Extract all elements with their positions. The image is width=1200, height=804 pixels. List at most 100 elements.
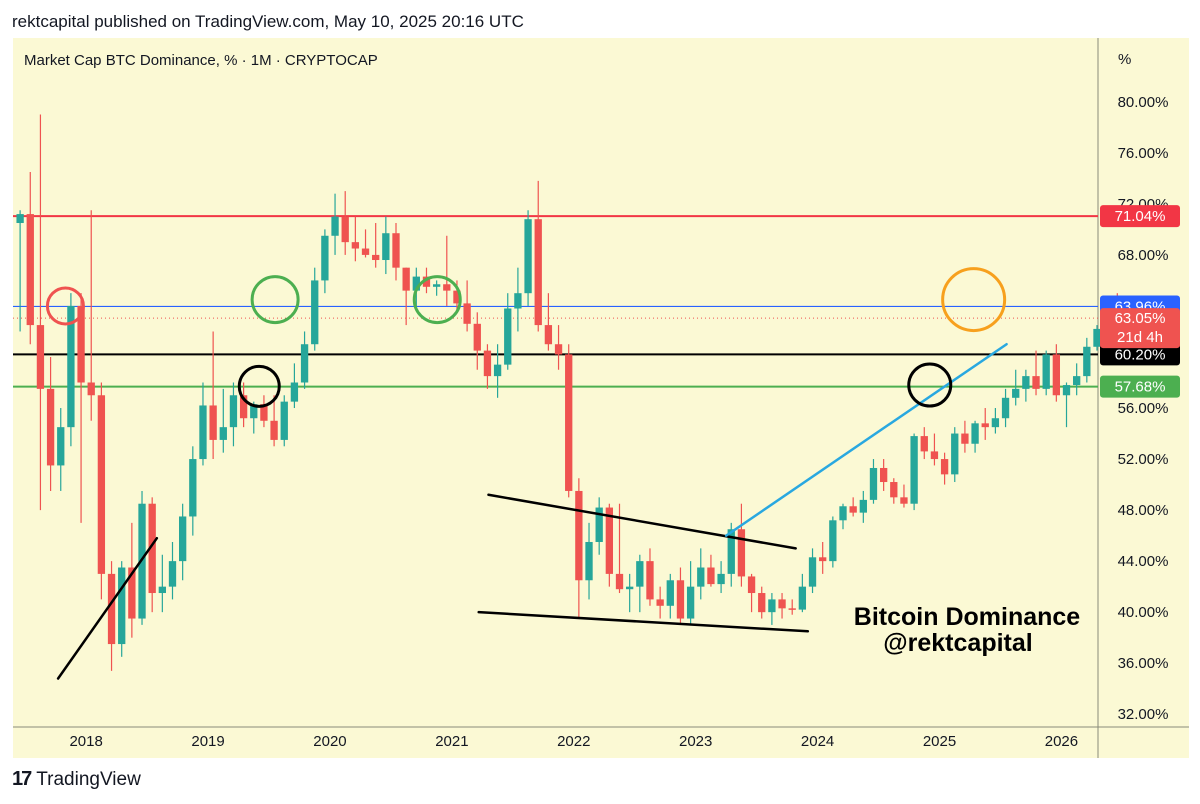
drawings <box>45 267 1008 680</box>
candle-body <box>737 529 746 577</box>
candle-body <box>250 404 258 419</box>
x-tick-label: 2024 <box>801 733 834 750</box>
candle-body <box>626 586 634 590</box>
footer-brand: TradingView <box>36 768 141 790</box>
candle-body <box>199 405 207 460</box>
candle-body <box>859 499 867 513</box>
highlight-circle <box>250 275 300 325</box>
tradingview-logo-icon: 17 <box>12 768 32 790</box>
candle-body <box>77 305 85 383</box>
horizontal-levels <box>13 215 1098 388</box>
candle-body <box>900 497 908 504</box>
y-tick-label: 56.00% <box>1118 400 1169 417</box>
candle-body <box>605 507 614 574</box>
candle-body <box>453 290 461 304</box>
candle-body <box>768 599 776 613</box>
y-tick-label: 32.00% <box>1118 706 1169 723</box>
trendline <box>487 493 797 550</box>
candle-body <box>636 561 644 587</box>
candle-body <box>534 219 542 326</box>
candle-body <box>443 284 451 291</box>
y-tick-label: 52.00% <box>1118 451 1169 468</box>
candle-body <box>575 490 583 581</box>
candle-body <box>524 219 532 294</box>
candle-body <box>1032 376 1040 389</box>
candle-body <box>544 325 553 345</box>
trendline <box>724 342 1008 537</box>
candle-body <box>585 541 593 581</box>
candle-body <box>869 467 878 500</box>
chart-frame <box>13 38 1189 758</box>
tradingview-footer: 17 TradingView <box>12 768 141 791</box>
level-label-bg <box>1100 205 1180 228</box>
candle-body <box>819 557 827 562</box>
candle-body <box>1062 385 1071 396</box>
y-tick-label: 68.00% <box>1118 247 1169 264</box>
candle-body <box>321 235 329 281</box>
candle-body <box>727 529 735 574</box>
candle-body <box>697 567 705 587</box>
candle-body <box>392 233 400 268</box>
candle-body <box>920 436 928 452</box>
candle-body <box>483 350 492 377</box>
candle-body <box>36 325 45 389</box>
candle-body <box>1052 354 1061 396</box>
candles <box>16 114 1121 671</box>
candle-body <box>97 395 106 574</box>
y-tick-label: 36.00% <box>1118 655 1169 672</box>
candle-body <box>270 420 278 440</box>
x-tick-label: 2025 <box>923 733 956 750</box>
candle-body <box>361 248 370 255</box>
candle-body <box>1022 376 1030 389</box>
candle-body <box>615 573 624 590</box>
x-tick-label: 2019 <box>191 733 224 750</box>
candle-body <box>341 216 349 243</box>
candle-body <box>382 233 390 261</box>
candle-body <box>808 557 817 587</box>
x-tick-label: 2020 <box>313 733 346 750</box>
candle-body <box>311 280 319 345</box>
x-tick-label: 2022 <box>557 733 590 750</box>
candle-body <box>849 506 857 513</box>
candle-body <box>107 573 116 645</box>
candle-body <box>260 404 268 421</box>
y-tick-label: 44.00% <box>1118 553 1169 570</box>
y-tick-label: 40.00% <box>1118 604 1169 621</box>
trendline <box>477 610 810 633</box>
candle-body <box>798 586 807 610</box>
candle-body <box>148 503 156 594</box>
candle-body <box>971 423 979 444</box>
candle-body <box>209 405 217 440</box>
publisher-line: rektcapital published on TradingView.com… <box>12 12 524 31</box>
candle-body <box>179 516 187 562</box>
annotation-line-1: Bitcoin Dominance <box>854 603 1081 631</box>
candle-body <box>412 276 420 291</box>
candle-body <box>981 423 989 428</box>
candle-body <box>717 573 725 585</box>
candle-body <box>87 382 95 396</box>
candle-body <box>473 323 481 351</box>
current-price-bg <box>1100 308 1180 349</box>
candle-body <box>747 576 756 594</box>
candle-body <box>493 364 502 377</box>
candle-body <box>676 580 685 619</box>
candle-body <box>788 608 796 610</box>
candle-body <box>707 567 715 585</box>
candle-body <box>879 467 888 483</box>
candle-body <box>758 593 766 613</box>
candle-body <box>158 586 166 594</box>
candle-body <box>1012 388 1020 398</box>
candle-body <box>372 254 380 261</box>
current-price-label: 63.05% <box>1115 310 1166 327</box>
x-tick-label: 2018 <box>69 733 102 750</box>
highlight-circle <box>907 362 953 408</box>
trendline <box>56 536 159 680</box>
candle-body <box>656 599 664 606</box>
candle-body <box>219 427 227 440</box>
candle-body <box>991 418 1000 428</box>
candle-body <box>422 276 431 287</box>
candle-body <box>168 561 177 587</box>
candle-body <box>554 344 563 355</box>
level-label-bg <box>1100 343 1180 366</box>
